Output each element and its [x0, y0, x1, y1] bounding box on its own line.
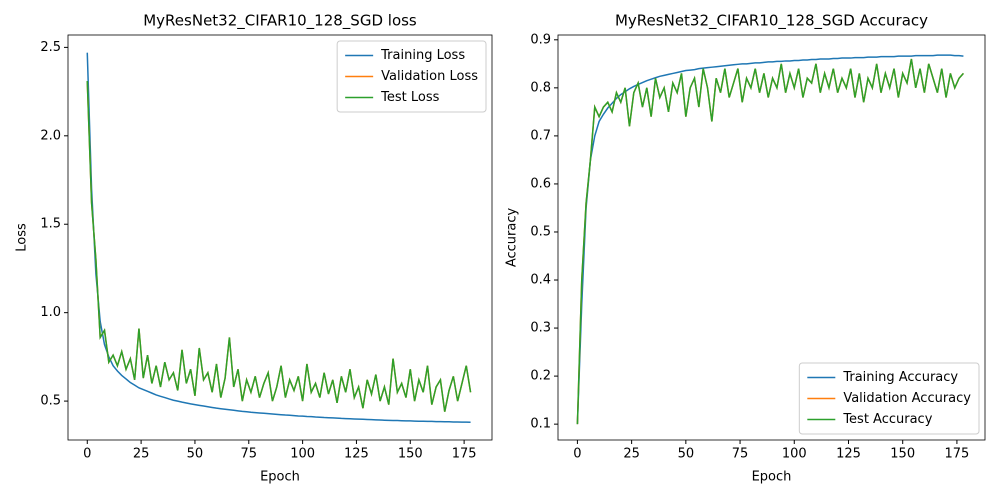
y-tick-label: 0.8	[530, 80, 551, 95]
x-tick-label: 0	[573, 447, 581, 462]
axes-frame	[67, 34, 493, 441]
legend-label: Training Accuracy	[842, 370, 958, 385]
x-tick-label: 0	[83, 447, 91, 462]
series-line	[576, 58, 964, 425]
y-tick-label: 2.5	[40, 40, 61, 55]
y-tick-label: 1.5	[40, 217, 61, 232]
y-tick-label: 1.0	[40, 305, 61, 320]
x-tick-label: 50	[187, 447, 204, 462]
series-line	[576, 54, 964, 425]
y-tick-label: 0.3	[530, 321, 551, 336]
x-tick-label: 175	[945, 447, 970, 462]
y-tick-label: 0.5	[40, 394, 61, 409]
x-tick-label: 100	[782, 447, 807, 462]
chart-title: MyResNet32_CIFAR10_128_SGD Accuracy	[615, 12, 928, 31]
y-tick-label: 0.9	[530, 32, 551, 47]
legend-label: Test Accuracy	[842, 412, 932, 427]
x-axis-label: Epoch	[752, 470, 792, 485]
x-tick-label: 175	[452, 447, 477, 462]
legend-frame	[336, 40, 487, 113]
x-tick-label: 25	[133, 447, 150, 462]
y-tick-label: 0.5	[530, 224, 551, 239]
x-tick-label: 25	[623, 447, 640, 462]
x-tick-label: 150	[398, 447, 423, 462]
legend-label: Training Loss	[380, 48, 465, 63]
y-axis-label: Accuracy	[505, 208, 520, 268]
series-line	[86, 80, 472, 412]
y-tick-label: 0.7	[530, 128, 551, 143]
y-tick-label: 2.0	[40, 128, 61, 143]
x-tick-label: 125	[836, 447, 861, 462]
x-tick-label: 100	[290, 447, 315, 462]
legend-label: Test Loss	[380, 90, 439, 105]
x-tick-label: 150	[890, 447, 915, 462]
legend-label: Validation Accuracy	[843, 391, 971, 406]
y-axis-label: Loss	[15, 223, 30, 252]
x-tick-label: 50	[678, 447, 695, 462]
x-tick-label: 75	[241, 447, 258, 462]
legend-label: Validation Loss	[381, 69, 478, 84]
legend: Training Accuracy Validation Accuracy Test…	[798, 362, 980, 435]
legend-frame	[798, 362, 980, 435]
x-tick-label: 75	[732, 447, 749, 462]
x-axis-label: Epoch	[260, 470, 300, 485]
y-tick-label: 0.6	[530, 176, 551, 191]
x-tick-label: 125	[344, 447, 369, 462]
axes-frame	[557, 34, 986, 441]
series-line	[86, 52, 471, 424]
y-tick-label: 0.4	[530, 273, 551, 288]
chart-title: MyResNet32_CIFAR10_128_SGD loss	[143, 12, 417, 31]
series-line	[86, 80, 472, 412]
y-tick-label: 0.2	[530, 369, 551, 384]
legend: Training Loss Validation Loss Test Loss	[336, 40, 487, 113]
y-tick-label: 0.1	[530, 417, 551, 432]
